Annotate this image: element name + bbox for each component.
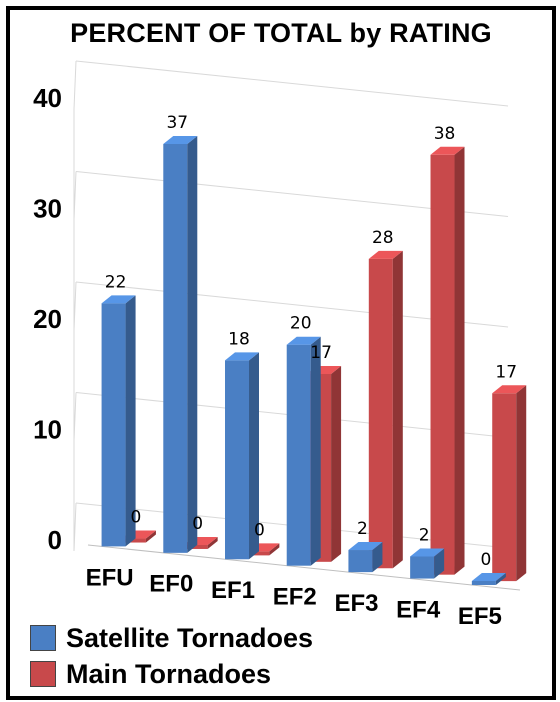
y-tick-label: 10 (33, 415, 62, 445)
data-label: 18 (228, 329, 250, 349)
data-label: 38 (434, 124, 456, 144)
bar-side (455, 147, 465, 575)
gridline (76, 61, 508, 106)
data-label: 2 (357, 519, 368, 539)
bar-front (369, 259, 393, 568)
bar (472, 573, 506, 585)
bar (348, 542, 382, 572)
y-tick-label: 40 (33, 83, 62, 113)
bar-front (492, 393, 516, 581)
data-label: 20 (290, 314, 312, 334)
bar-side (393, 251, 403, 568)
bar-front (287, 345, 311, 566)
legend-label-main: Main Tornadoes (66, 659, 271, 690)
bar-side (187, 136, 197, 553)
bar-front (410, 556, 434, 578)
bar (492, 385, 526, 581)
legend-swatch-main (30, 661, 56, 687)
bar (287, 337, 321, 566)
bar-front (225, 360, 249, 559)
data-label: 28 (372, 228, 394, 248)
data-label: 2 (419, 525, 430, 545)
legend: Satellite Tornadoes Main Tornadoes (30, 620, 313, 692)
legend-label-satellite: Satellite Tornadoes (66, 623, 313, 654)
bar-front (431, 155, 455, 575)
gridline-side (74, 61, 76, 109)
x-tick-label: EF0 (149, 571, 193, 598)
data-label: 17 (495, 362, 517, 382)
bar (369, 251, 403, 568)
x-tick-label: EF2 (273, 584, 317, 611)
data-label: 22 (105, 272, 127, 292)
legend-swatch-satellite (30, 625, 56, 651)
bar (410, 548, 444, 578)
y-tick-label: 30 (33, 194, 62, 224)
bar (163, 136, 197, 553)
data-label: 0 (254, 520, 265, 540)
data-label: 0 (192, 514, 203, 534)
y-tick-label: 20 (33, 304, 62, 334)
x-tick-label: EFU (86, 564, 134, 591)
data-label: 37 (166, 113, 188, 133)
y-tick-label: 0 (48, 525, 62, 555)
bar (431, 147, 465, 575)
legend-item-satellite: Satellite Tornadoes (30, 620, 313, 656)
bar-front (348, 550, 372, 572)
x-tick-label: EF4 (396, 596, 441, 623)
x-tick-label: EF3 (334, 590, 378, 617)
bar-side (311, 337, 321, 566)
bar-side (516, 385, 526, 581)
data-label: 0 (480, 550, 491, 570)
bar-side (331, 366, 341, 562)
data-label: 0 (131, 508, 142, 528)
x-tick-label: EF5 (458, 603, 502, 630)
x-tick-label: EF1 (211, 577, 255, 604)
data-label: 17 (310, 343, 332, 363)
bar-front (472, 581, 496, 585)
legend-item-main: Main Tornadoes (30, 656, 313, 692)
bar-front (102, 303, 126, 546)
bar-front (163, 144, 187, 553)
